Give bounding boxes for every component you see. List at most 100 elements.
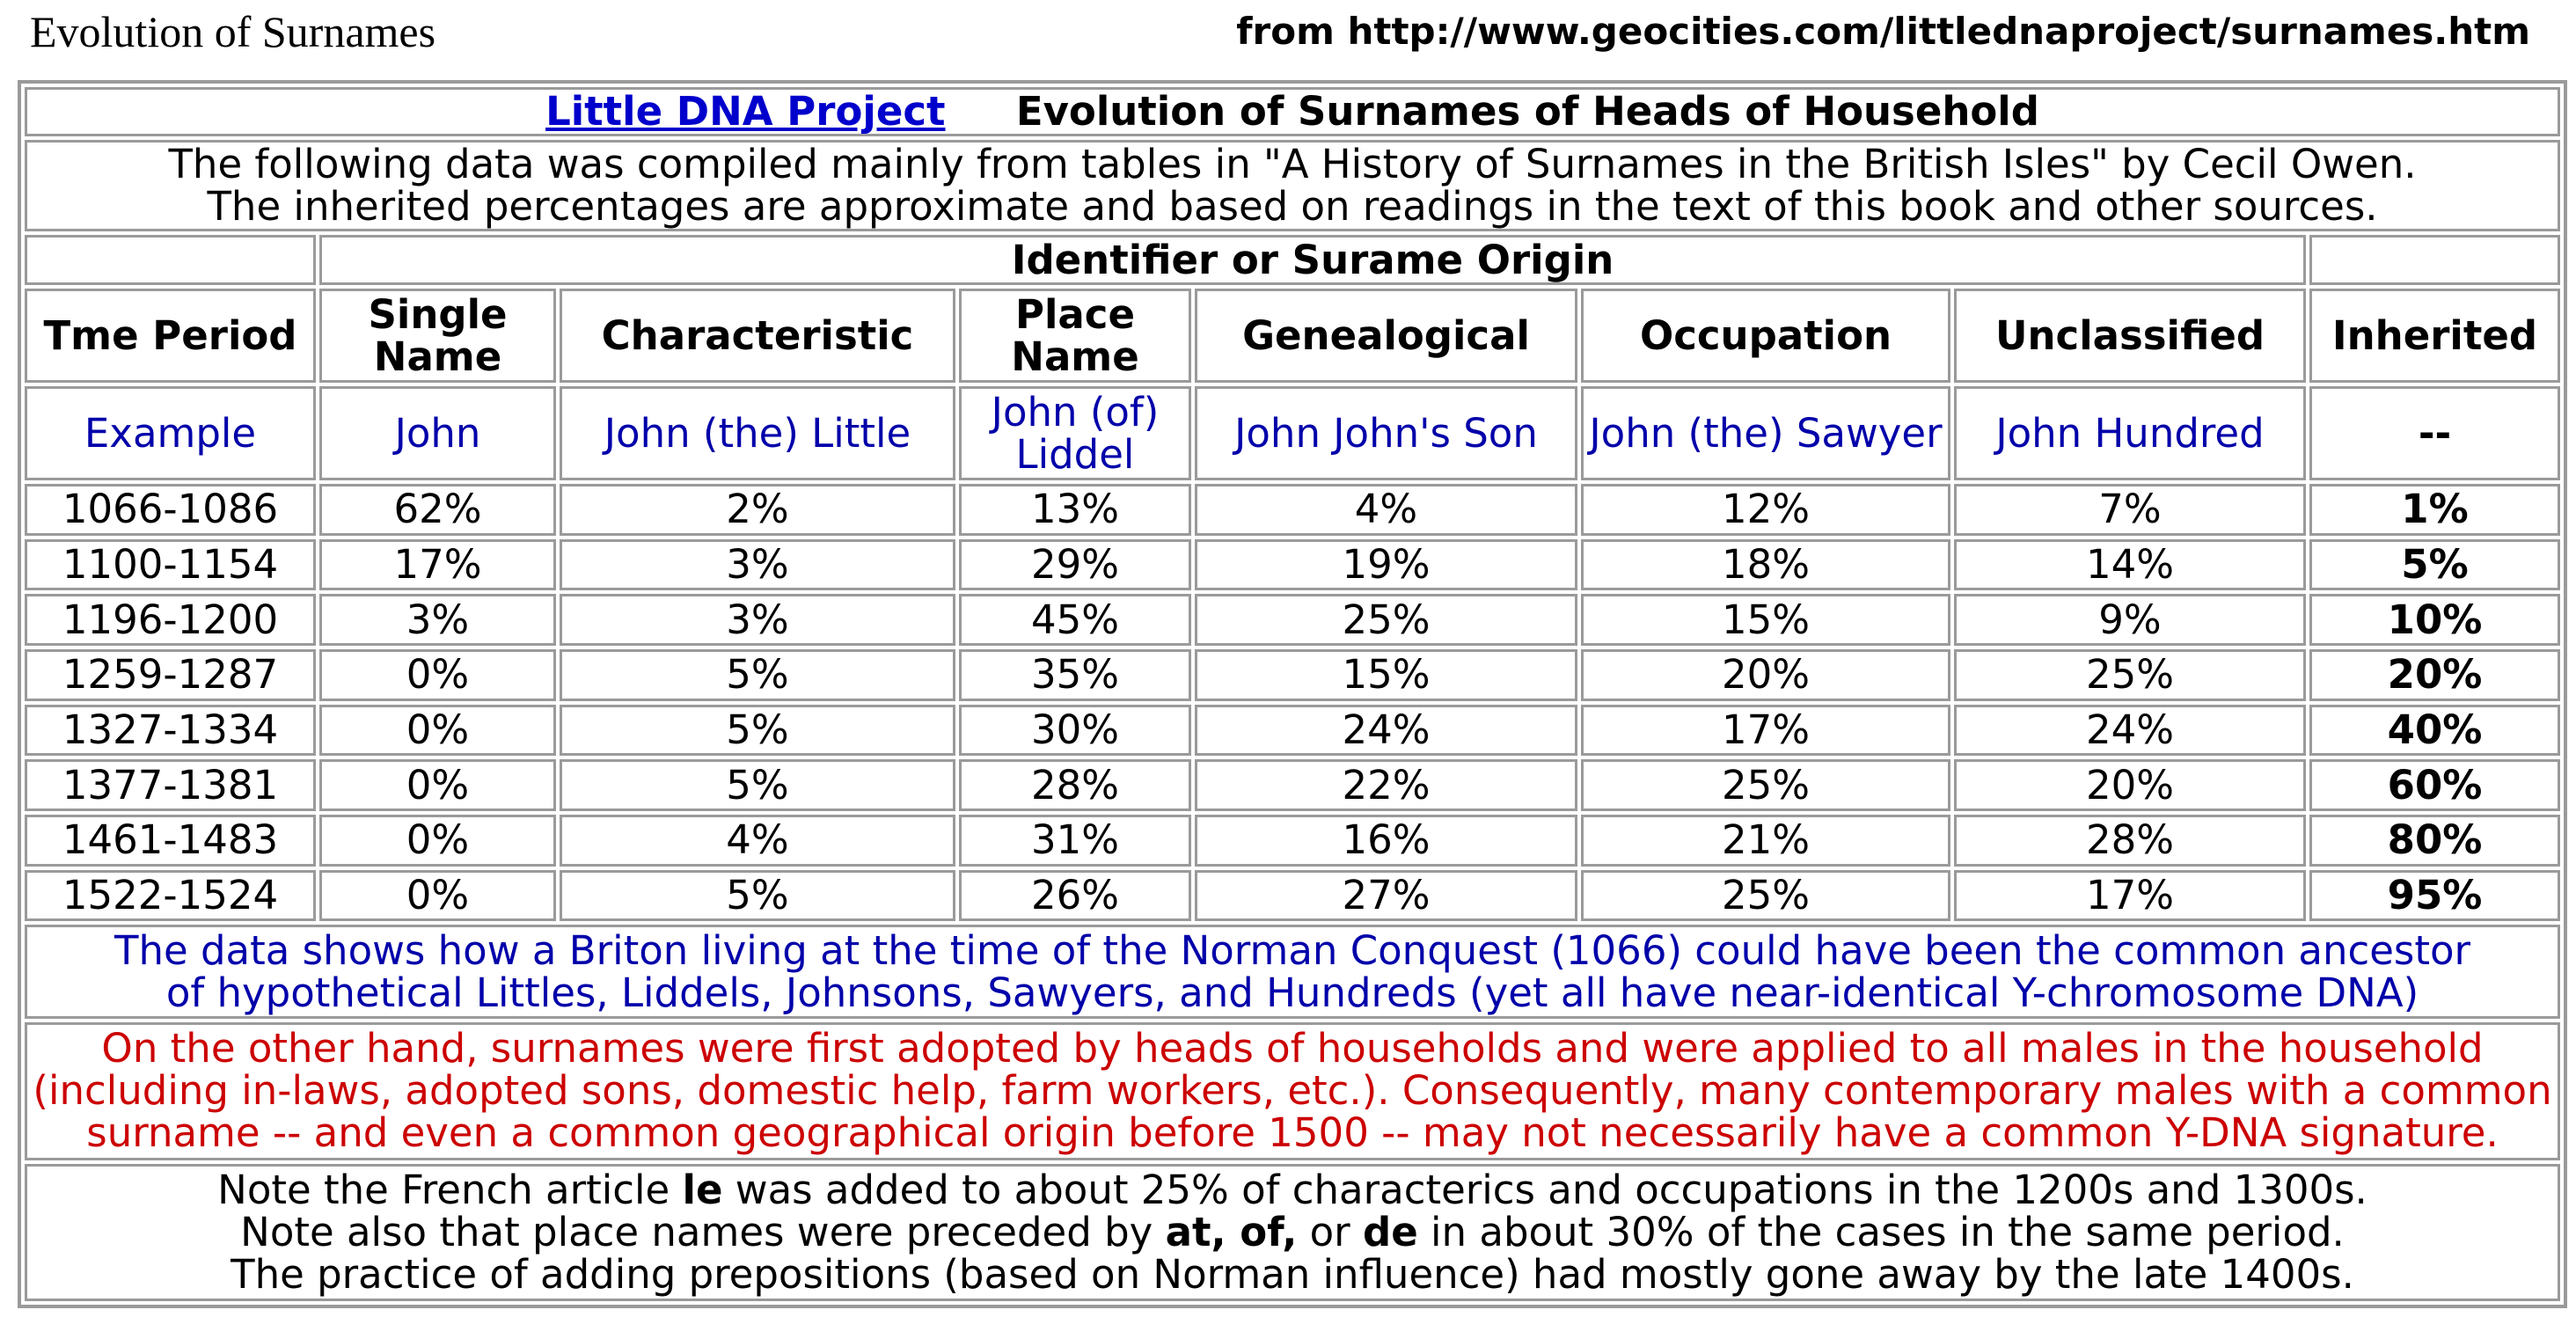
inherited-cell: 95%: [2309, 869, 2561, 922]
example-cell: John: [319, 386, 556, 481]
blue-note-line: of hypothetical Littles, Liddels, Johnso…: [165, 969, 2419, 1016]
source-url: from http://www.geocities.com/littlednap…: [1236, 10, 2530, 53]
value-cell: 45%: [959, 594, 1191, 646]
value-cell: 17%: [1954, 869, 2306, 922]
note-emphasis: le: [682, 1166, 723, 1213]
note-emphasis: at, of,: [1165, 1208, 1298, 1255]
value-cell: 25%: [1581, 759, 1950, 811]
value-cell: 0%: [319, 814, 556, 867]
column-header: Single Name: [319, 289, 556, 384]
value-cell: 30%: [959, 704, 1191, 757]
inherited-cell: 10%: [2309, 594, 2561, 646]
period-cell: 1196-1200: [25, 594, 316, 646]
empty-header-cell: [25, 235, 316, 286]
value-cell: 17%: [1581, 704, 1950, 757]
value-cell: 12%: [1581, 484, 1950, 536]
value-cell: 19%: [1195, 538, 1577, 591]
example-cell: John (the) Little: [560, 386, 955, 481]
note-text: Note also that place names were preceded…: [240, 1208, 1166, 1255]
final-note-line: Note the French article le was added to …: [31, 1166, 2554, 1213]
value-cell: 5%: [560, 704, 955, 757]
value-cell: 17%: [319, 538, 556, 591]
value-cell: 21%: [1581, 814, 1950, 867]
column-header: Genealogical: [1195, 289, 1577, 384]
note-text: or: [1297, 1208, 1363, 1255]
note-emphasis: de: [1363, 1208, 1418, 1255]
value-cell: 35%: [959, 648, 1191, 701]
value-cell: 9%: [1954, 594, 2306, 646]
value-cell: 0%: [319, 869, 556, 922]
value-cell: 3%: [319, 594, 556, 646]
value-cell: 0%: [319, 759, 556, 811]
inherited-cell: 80%: [2309, 814, 2561, 867]
period-cell: 1327-1334: [25, 704, 316, 757]
column-header: Place Name: [959, 289, 1191, 384]
note-text: in about 30% of the cases in the same pe…: [1417, 1208, 2345, 1255]
example-cell: John (of) Liddel: [959, 386, 1191, 481]
value-cell: 31%: [959, 814, 1191, 867]
surnames-table: Little DNA Project Evolution of Surnames…: [18, 80, 2568, 1308]
note-text: Note the French article: [217, 1166, 683, 1213]
value-cell: 22%: [1195, 759, 1577, 811]
value-cell: 2%: [560, 484, 955, 536]
period-cell: 1461-1483: [25, 814, 316, 867]
column-header: Characteristic: [560, 289, 955, 384]
little-dna-project-link[interactable]: Little DNA Project: [545, 87, 946, 135]
period-cell: 1522-1524: [25, 869, 316, 922]
value-cell: 20%: [1954, 759, 2306, 811]
value-cell: 5%: [560, 869, 955, 922]
inherited-cell: 20%: [2309, 648, 2561, 701]
intro-line: The inherited percentages are approximat…: [207, 183, 2378, 230]
column-header: Occupation: [1581, 289, 1950, 384]
blue-note-cell: The data shows how a Briton living at th…: [25, 925, 2561, 1020]
table-row: 1100-1154 17% 3% 29% 19% 18% 14% 5%: [25, 538, 2561, 591]
empty-header-cell: [2309, 235, 2561, 286]
example-cell: --: [2309, 386, 2561, 481]
table-row: 1259-1287 0% 5% 35% 15% 20% 25% 20%: [25, 648, 2561, 701]
note-text: was added to about 25% of characterics a…: [722, 1166, 2367, 1213]
value-cell: 25%: [1581, 869, 1950, 922]
value-cell: 16%: [1195, 814, 1577, 867]
value-cell: 13%: [959, 484, 1191, 536]
red-note-line: (including in-laws, adopted sons, domest…: [33, 1067, 2552, 1115]
final-note-cell: Note the French article le was added to …: [25, 1163, 2561, 1301]
table-row: 1377-1381 0% 5% 28% 22% 25% 20% 60%: [25, 759, 2561, 811]
value-cell: 25%: [1954, 648, 2306, 701]
period-cell: 1259-1287: [25, 648, 316, 701]
table-title: Evolution of Surnames of Heads of Househ…: [1015, 87, 2039, 135]
column-header: Unclassified: [1954, 289, 2306, 384]
value-cell: 28%: [1954, 814, 2306, 867]
inherited-cell: 1%: [2309, 484, 2561, 536]
column-header: Inherited: [2309, 289, 2561, 384]
final-note-line: Note also that place names were preceded…: [31, 1211, 2554, 1254]
page-title: Evolution of Surnames: [30, 7, 436, 56]
final-note-line: The practice of adding prepositions (bas…: [231, 1250, 2354, 1298]
period-cell: 1377-1381: [25, 759, 316, 811]
value-cell: 18%: [1581, 538, 1950, 591]
column-header: Tme Period: [25, 289, 316, 384]
table-row: 1461-1483 0% 4% 31% 16% 21% 28% 80%: [25, 814, 2561, 867]
value-cell: 3%: [560, 594, 955, 646]
value-cell: 5%: [560, 648, 955, 701]
red-note-line: surname -- and even a common geographica…: [86, 1109, 2499, 1157]
table-row: 1522-1524 0% 5% 26% 27% 25% 17% 95%: [25, 869, 2561, 922]
inherited-cell: 60%: [2309, 759, 2561, 811]
value-cell: 0%: [319, 648, 556, 701]
value-cell: 4%: [1195, 484, 1577, 536]
example-cell: Example: [25, 386, 316, 481]
value-cell: 14%: [1954, 538, 2306, 591]
intro-line: The following data was compiled mainly f…: [168, 141, 2417, 188]
value-cell: 5%: [560, 759, 955, 811]
inherited-cell: 40%: [2309, 704, 2561, 757]
value-cell: 24%: [1195, 704, 1577, 757]
table-title-cell: Little DNA Project Evolution of Surnames…: [25, 87, 2561, 136]
value-cell: 15%: [1195, 648, 1577, 701]
example-cell: John (the) Sawyer: [1581, 386, 1950, 481]
period-cell: 1066-1086: [25, 484, 316, 536]
example-cell: John Hundred: [1954, 386, 2306, 481]
table-row: 1196-1200 3% 3% 45% 25% 15% 9% 10%: [25, 594, 2561, 646]
example-cell: John John's Son: [1195, 386, 1577, 481]
value-cell: 15%: [1581, 594, 1950, 646]
value-cell: 25%: [1195, 594, 1577, 646]
value-cell: 24%: [1954, 704, 2306, 757]
